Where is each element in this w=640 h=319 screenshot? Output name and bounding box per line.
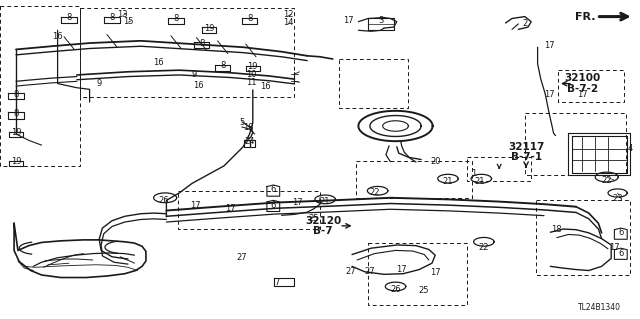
Text: 19: 19 [11,157,21,166]
Text: 25: 25 [308,214,319,223]
Text: 13: 13 [118,10,128,19]
Text: 6: 6 [271,185,276,194]
Text: 8: 8 [199,39,204,48]
Text: 12: 12 [283,11,293,19]
Text: 19: 19 [11,128,21,137]
Text: 8: 8 [67,13,72,22]
Text: 20: 20 [430,157,440,166]
Text: 27: 27 [365,267,375,276]
Text: 8: 8 [13,90,19,99]
Text: FR.: FR. [575,11,595,22]
Text: B-7-2: B-7-2 [567,84,598,94]
Text: 18: 18 [243,123,253,132]
Text: 6: 6 [271,201,276,210]
Text: 3: 3 [378,16,383,25]
Text: 1: 1 [471,169,476,178]
Text: 21: 21 [320,197,330,206]
Text: 17: 17 [190,201,200,210]
Text: 17: 17 [544,41,554,50]
Text: 4: 4 [628,144,633,153]
Text: 9: 9 [97,79,102,88]
Text: 26: 26 [159,196,169,205]
Text: 17: 17 [344,16,354,25]
Text: 17: 17 [430,268,440,277]
Text: 22: 22 [479,243,489,252]
Text: 2: 2 [522,19,527,28]
Text: 32117: 32117 [508,142,544,152]
Text: 7: 7 [275,278,280,287]
Text: 5: 5 [239,118,244,127]
Text: 17: 17 [396,265,406,274]
Text: 24: 24 [244,137,255,146]
Text: 8: 8 [220,61,225,70]
Text: 22: 22 [370,189,380,197]
Text: 18: 18 [552,225,562,234]
Text: 27: 27 [346,267,356,276]
Text: 17: 17 [544,90,554,99]
Text: 10: 10 [246,70,256,78]
Text: 25: 25 [419,286,429,295]
Text: 9: 9 [191,70,196,79]
Text: 16: 16 [193,81,204,90]
Text: B-7-1: B-7-1 [511,152,541,162]
Text: 6: 6 [618,249,623,258]
Text: 23: 23 [612,194,623,203]
Text: 16: 16 [52,32,63,41]
Text: 32120: 32120 [305,216,341,226]
Text: 17: 17 [577,90,588,99]
Text: 8: 8 [109,13,115,22]
Text: 8: 8 [247,14,252,23]
Text: 8: 8 [13,109,19,118]
Text: 19: 19 [248,62,258,71]
Text: 6: 6 [618,228,623,237]
Text: 11: 11 [246,78,256,87]
Text: 16: 16 [260,82,271,91]
Text: 22: 22 [602,176,612,185]
Text: 32100: 32100 [564,73,600,83]
Text: 8: 8 [173,14,179,23]
Text: 17: 17 [225,204,236,213]
Text: 21: 21 [475,177,485,186]
Text: 21: 21 [443,177,453,186]
Text: 19: 19 [204,24,214,33]
Text: 17: 17 [292,198,303,207]
Text: TL24B1340: TL24B1340 [578,303,621,312]
Text: 14: 14 [283,19,293,27]
Text: 15: 15 [123,17,133,26]
Text: 27: 27 [237,253,247,262]
Text: B-7: B-7 [314,226,333,236]
Text: 26: 26 [390,285,401,294]
Text: 17: 17 [609,243,620,252]
Text: 16: 16 [154,58,164,67]
